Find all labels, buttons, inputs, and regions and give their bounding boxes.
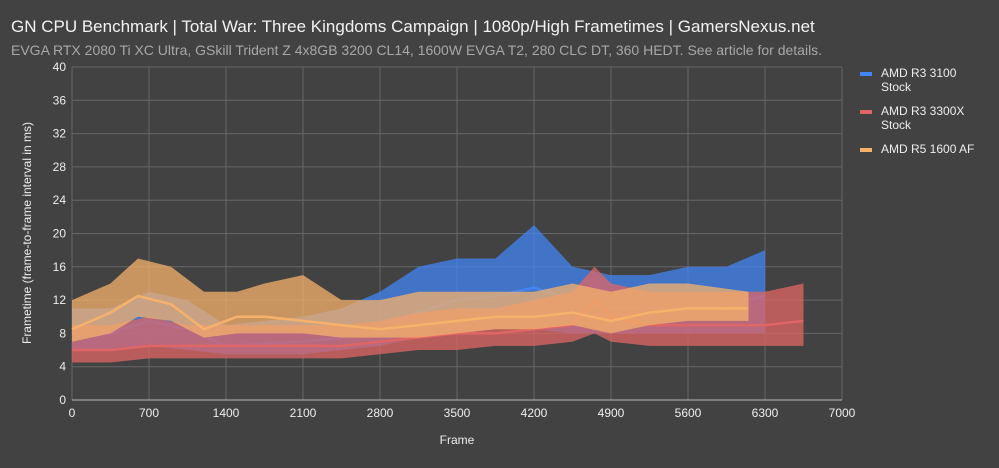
y-tick-label: 4 [59,360,66,374]
legend-swatch [860,72,872,76]
legend-label: AMD R5 1600 AF [881,142,975,156]
y-tick-label: 16 [53,260,67,274]
x-tick-label: 2800 [367,406,394,420]
legend-swatch [860,148,872,152]
legend-label: AMD R3 3300X Stock [881,104,965,132]
y-tick-label: 20 [53,227,67,241]
y-axis-label: Frametime (frame-to-frame interval in ms… [20,122,34,344]
x-tick-label: 7000 [829,406,856,420]
y-tick-label: 0 [59,393,66,407]
x-tick-label: 700 [139,406,159,420]
series-2 [71,258,749,342]
x-tick-label: 3500 [444,406,471,420]
x-tick-label: 6300 [752,406,779,420]
y-tick-label: 40 [53,60,67,74]
legend: AMD R3 3100 Stock AMD R3 3300X Stock AMD R… [860,66,995,166]
y-tick-label: 8 [59,326,66,340]
legend-item-r5-1600af[interactable]: AMD R5 1600 AF [860,142,995,156]
y-tick-label: 36 [53,93,67,107]
x-tick-label: 1400 [213,406,240,420]
x-tick-label: 4200 [521,406,548,420]
legend-swatch [860,110,872,114]
legend-item-r3-3100[interactable]: AMD R3 3100 Stock [860,66,995,94]
y-tick-label: 24 [53,193,67,207]
y-tick-label: 32 [53,127,67,141]
x-tick-label: 4900 [598,406,625,420]
chart-subtitle: EVGA RTX 2080 Ti XC Ultra, GSkill Triden… [11,42,823,58]
series-line [71,294,749,331]
legend-item-r3-3300x[interactable]: AMD R3 3300X Stock [860,104,995,132]
x-axis-label: Frame [440,433,475,447]
x-tick-label: 2100 [290,406,317,420]
y-tick-label: 28 [53,160,67,174]
legend-label: AMD R3 3100 Stock [881,66,957,94]
series-range-band [72,258,749,342]
x-tick-label: 0 [69,406,76,420]
chart-title: GN CPU Benchmark | Total War: Three King… [11,17,815,36]
y-tick-label: 12 [53,293,67,307]
x-tick-label: 5600 [675,406,702,420]
